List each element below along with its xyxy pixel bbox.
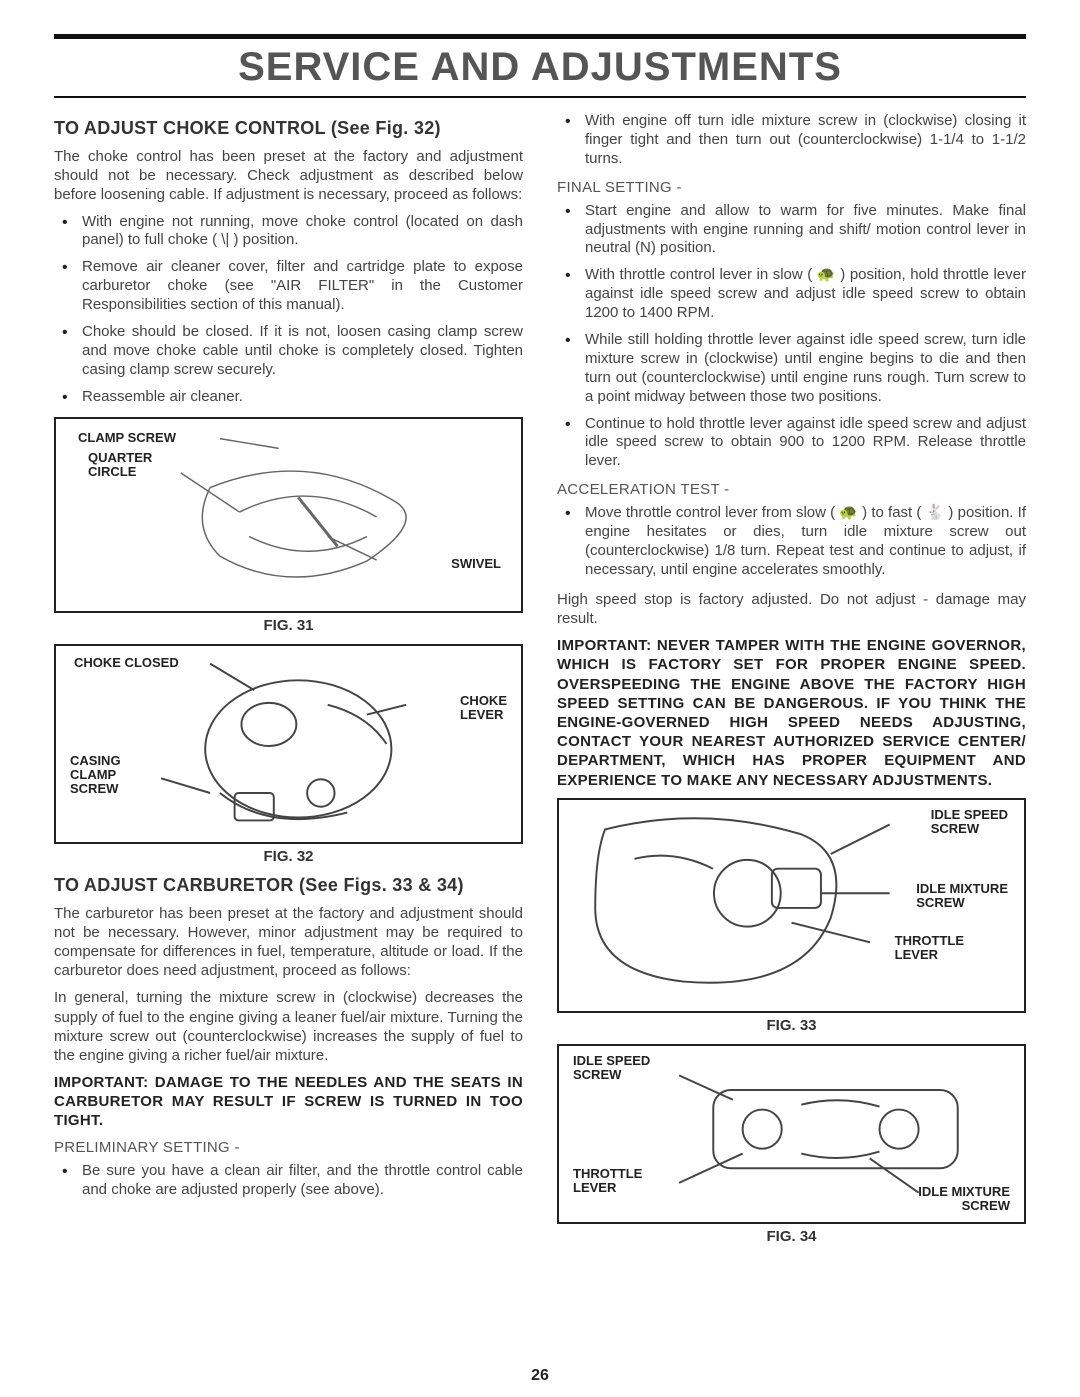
subhead-prelim: PRELIMINARY SETTING - <box>54 1139 523 1156</box>
list-item: With engine not running, move choke cont… <box>54 213 523 251</box>
fig32-label-choke-lever: CHOKE LEVER <box>460 694 507 723</box>
list-item: Move throttle control lever from slow ( … <box>557 504 1026 580</box>
list-item: Choke should be closed. If it is not, lo… <box>54 323 523 380</box>
fig31-svg <box>56 419 521 611</box>
list-item: With engine off turn idle mixture screw … <box>557 112 1026 169</box>
prelim-bullets: Be sure you have a clean air filter, and… <box>54 1162 523 1200</box>
para-governor: IMPORTANT: NEVER TAMPER WITH THE ENGINE … <box>557 636 1026 790</box>
page: SERVICE AND ADJUSTMENTS TO ADJUST CHOKE … <box>0 0 1080 1397</box>
top-bullets: With engine off turn idle mixture screw … <box>557 112 1026 169</box>
fig34-label-idle-mix: IDLE MIXTURE SCREW <box>918 1185 1010 1214</box>
fig33-label-idle-speed: IDLE SPEED SCREW <box>931 808 1008 837</box>
fig33-label-idle-mix: IDLE MIXTURE SCREW <box>916 882 1008 911</box>
list-item: Start engine and allow to warm for five … <box>557 202 1026 259</box>
list-item: Reassemble air cleaner. <box>54 388 523 407</box>
final-bullets: Start engine and allow to warm for five … <box>557 202 1026 472</box>
figure-33: IDLE SPEED SCREW IDLE MIXTURE SCREW THRO… <box>557 798 1026 1013</box>
fig31-label-swivel: SWIVEL <box>451 557 501 571</box>
important-governor: IMPORTANT: NEVER TAMPER WITH THE ENGINE … <box>557 637 1026 788</box>
para-mixture: In general, turning the mixture screw in… <box>54 988 523 1065</box>
list-item: Continue to hold throttle lever against … <box>557 415 1026 472</box>
rule-under-title <box>54 96 1026 98</box>
para-carb-intro: The carburetor has been preset at the fa… <box>54 904 523 981</box>
fig34-caption: FIG. 34 <box>557 1228 1026 1245</box>
figure-31: CLAMP SCREW QUARTER CIRCLE SWIVEL <box>54 417 523 613</box>
fig34-label-idle-speed: IDLE SPEED SCREW <box>573 1054 650 1083</box>
fig33-label-throttle: THROTTLE LEVER <box>895 934 964 963</box>
fig32-svg <box>56 646 521 842</box>
para-important: IMPORTANT: DAMAGE TO THE NEEDLES AND THE… <box>54 1073 523 1131</box>
fig32-caption: FIG. 32 <box>54 848 523 865</box>
fig32-label-choke-closed: CHOKE CLOSED <box>74 656 179 670</box>
list-item: While still holding throttle lever again… <box>557 331 1026 407</box>
choke-bullets: With engine not running, move choke cont… <box>54 213 523 407</box>
rule-top <box>54 34 1026 39</box>
fig31-label-quarter: QUARTER CIRCLE <box>88 451 152 480</box>
page-number: 26 <box>0 1367 1080 1385</box>
columns: TO ADJUST CHOKE CONTROL (See Fig. 32) Th… <box>54 112 1026 1255</box>
para-choke-intro: The choke control has been preset at the… <box>54 147 523 205</box>
subhead-accel: ACCELERATION TEST - <box>557 481 1026 498</box>
fig34-label-throttle: THROTTLE LEVER <box>573 1167 642 1196</box>
important-label: IMPORTANT: DAMAGE TO THE NEEDLES AND THE… <box>54 1074 523 1129</box>
fig31-caption: FIG. 31 <box>54 617 523 634</box>
para-highspeed: High speed stop is factory adjusted. Do … <box>557 590 1026 628</box>
subhead-final: FINAL SETTING - <box>557 179 1026 196</box>
heading-choke: TO ADJUST CHOKE CONTROL (See Fig. 32) <box>54 118 523 139</box>
list-item: Be sure you have a clean air filter, and… <box>54 1162 523 1200</box>
accel-bullets: Move throttle control lever from slow ( … <box>557 504 1026 580</box>
page-title: SERVICE AND ADJUSTMENTS <box>54 41 1026 96</box>
figure-34: IDLE SPEED SCREW THROTTLE LEVER IDLE MIX… <box>557 1044 1026 1224</box>
fig31-label-clamp: CLAMP SCREW <box>78 431 176 445</box>
fig33-caption: FIG. 33 <box>557 1017 1026 1034</box>
left-column: TO ADJUST CHOKE CONTROL (See Fig. 32) Th… <box>54 112 523 1255</box>
list-item: With throttle control lever in slow ( 🐢 … <box>557 266 1026 323</box>
right-column: With engine off turn idle mixture screw … <box>557 112 1026 1255</box>
list-item: Remove air cleaner cover, filter and car… <box>54 258 523 315</box>
fig32-label-casing: CASING CLAMP SCREW <box>70 754 121 797</box>
heading-carb: TO ADJUST CARBURETOR (See Figs. 33 & 34) <box>54 875 523 896</box>
figure-32: CHOKE CLOSED CHOKE LEVER CASING CLAMP SC… <box>54 644 523 844</box>
